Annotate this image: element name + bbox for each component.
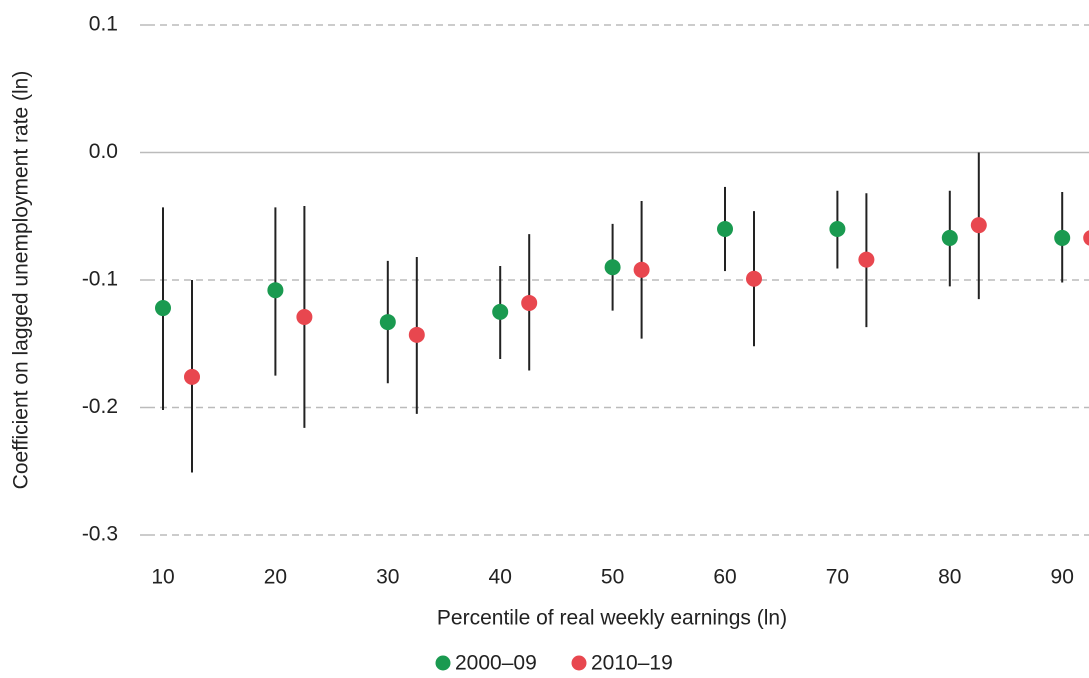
x-axis-label: Percentile of real weekly earnings (ln)	[437, 607, 787, 630]
legend-marker	[435, 655, 451, 671]
x-tick-label: 50	[601, 566, 624, 589]
x-tick-label: 90	[1051, 566, 1074, 589]
dot	[941, 229, 958, 246]
y-tick-label: 0.1	[89, 13, 118, 36]
y-tick-label: 0.0	[89, 140, 118, 163]
dot	[633, 261, 650, 278]
dot	[1083, 230, 1089, 246]
y-tick-label: -0.3	[82, 523, 118, 546]
x-tick-label: 80	[938, 566, 961, 589]
dot	[408, 326, 425, 343]
x-tick-label: 60	[713, 566, 736, 589]
dot	[267, 282, 284, 299]
y-tick-label: -0.2	[82, 395, 118, 418]
dot	[829, 221, 846, 237]
legend-label: 2000–09	[455, 652, 537, 675]
x-tick-label: 20	[264, 566, 287, 589]
dot	[492, 303, 509, 320]
dot	[521, 294, 538, 311]
x-tick-label: 30	[376, 566, 399, 589]
dot	[858, 251, 875, 268]
y-axis-label: Coefficient on lagged unemployment rate …	[10, 71, 33, 490]
x-tick-label: 40	[489, 566, 512, 589]
y-tick-label: -0.1	[82, 268, 118, 291]
legend-marker	[571, 655, 587, 671]
dot	[746, 270, 762, 287]
dot	[184, 368, 200, 385]
dot	[155, 300, 171, 317]
dot	[717, 221, 733, 237]
dot	[379, 314, 396, 331]
dot	[1054, 229, 1071, 246]
dot	[970, 217, 987, 234]
x-tick-label: 70	[826, 566, 849, 589]
legend-label: 2010–19	[591, 652, 673, 675]
x-tick-label: 10	[151, 566, 174, 589]
dot	[604, 259, 621, 276]
dot	[296, 308, 313, 325]
